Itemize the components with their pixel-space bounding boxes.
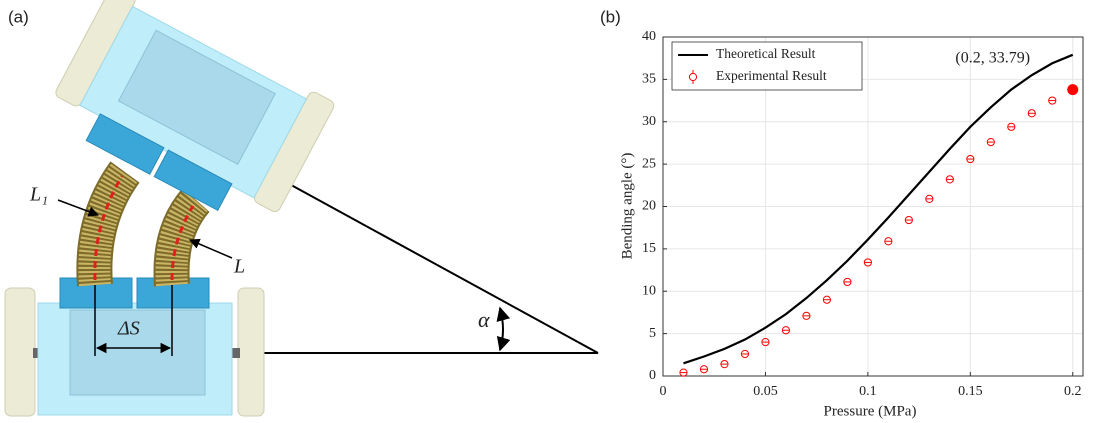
top-module — [55, 0, 335, 213]
x-tick-label: 0.05 — [753, 384, 778, 399]
plot-frame — [662, 36, 1084, 377]
wheel — [4, 287, 36, 417]
connector — [153, 149, 233, 212]
panel-label: (b) — [600, 7, 621, 26]
offset-label: ΔS — [117, 318, 140, 340]
legend-box — [671, 41, 863, 91]
top-window — [117, 29, 276, 166]
center-line — [170, 205, 195, 281]
highlight-label: (0.2, 33.79) — [955, 50, 1030, 67]
y-tick-label: 15 — [642, 241, 656, 256]
chart: (b) Pressure (MPa) Bending angle (°) 0 5 1… — [600, 7, 1084, 419]
bellow-ribs — [78, 162, 139, 287]
panel-label: (a) — [8, 7, 29, 26]
label-arrow — [57, 199, 99, 217]
y-axis-label: Bending angle (°) — [619, 153, 635, 260]
y-tick-label: 30 — [642, 114, 656, 129]
y-tick-label: 35 — [642, 72, 656, 87]
label-arrow — [189, 238, 233, 259]
data-line — [683, 53, 1074, 365]
highlight-point — [1067, 84, 1079, 96]
y-tick-label: 40 — [642, 29, 656, 44]
x-tick-label: 0.15 — [958, 384, 983, 399]
wheel — [237, 287, 265, 417]
legend-marker — [688, 72, 698, 82]
inner-length-label: L — [233, 256, 245, 278]
base-window — [69, 309, 206, 396]
legend-label: Experimental Result — [716, 68, 827, 83]
y-tick-label: 5 — [649, 326, 656, 341]
angle-label: α — [478, 307, 490, 332]
outer-length-label: L₁ — [29, 184, 48, 206]
diagram: (a) α ΔS L₁ — [4, 0, 599, 417]
x-axis-label: Pressure (MPa) — [824, 403, 917, 419]
y-tick-label: 10 — [642, 283, 656, 298]
center-line — [93, 175, 124, 281]
axle — [33, 348, 41, 358]
axle — [230, 348, 240, 358]
x-tick-label: 0.2 — [1064, 384, 1082, 399]
tilt-line — [281, 179, 599, 354]
y-tick-label: 0 — [649, 368, 656, 383]
x-tick-label: 0.1 — [859, 384, 877, 399]
y-tick-label: 25 — [642, 156, 656, 171]
angle-arrow — [496, 306, 511, 352]
x-tick-label: 0 — [660, 384, 667, 399]
legend-label: Theoretical Result — [716, 46, 816, 61]
connector — [85, 113, 165, 175]
y-tick-label: 20 — [642, 199, 656, 214]
bellow-ribs — [155, 189, 209, 287]
